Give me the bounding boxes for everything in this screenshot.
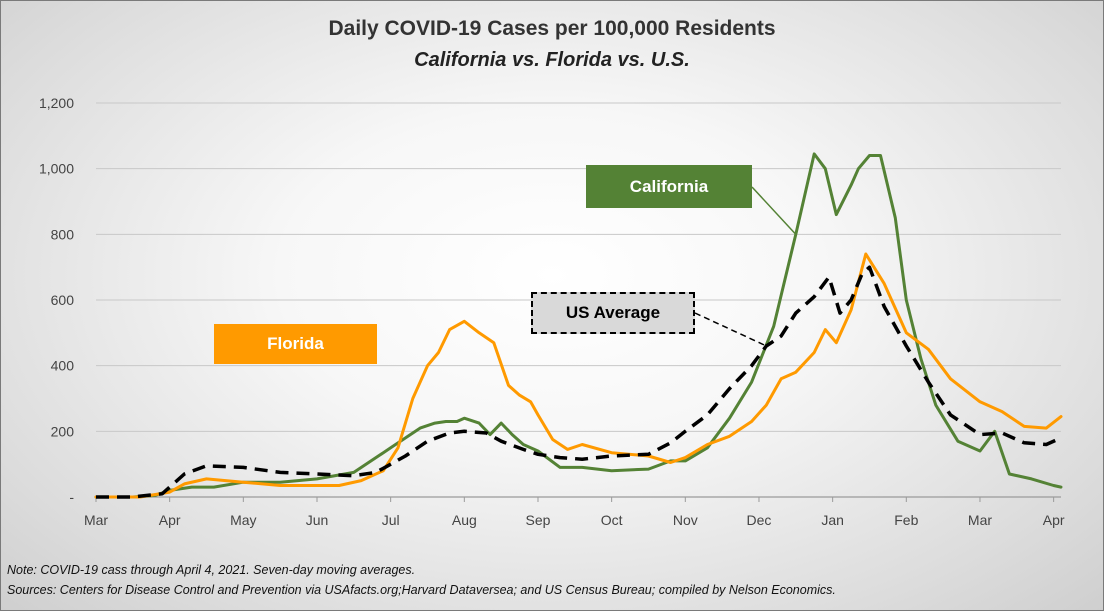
x-tick-label: May <box>230 512 256 528</box>
x-tick-label: Apr <box>159 512 181 528</box>
x-tick-label: Dec <box>747 512 772 528</box>
y-tick-label: 1,200 <box>39 95 74 111</box>
x-tick-label: Jan <box>821 512 844 528</box>
x-tick-label: Oct <box>601 512 623 528</box>
y-tick-label: 400 <box>51 358 75 374</box>
callout-us-average: US Average <box>531 292 695 334</box>
y-tick-label: 800 <box>51 226 75 242</box>
x-tick-label: Mar <box>968 512 992 528</box>
chart-note: Note: COVID-19 cass through April 4, 202… <box>7 563 416 577</box>
callout-leader-california <box>751 186 797 235</box>
chart-title: Daily COVID-19 Cases per 100,000 Residen… <box>328 17 776 40</box>
y-tick-label: 200 <box>51 423 75 439</box>
y-tick-label: 1,000 <box>39 161 74 177</box>
y-tick-label: 600 <box>51 292 75 308</box>
callout-california: California <box>586 165 752 208</box>
chart-subtitle: California vs. Florida vs. U.S. <box>414 49 690 71</box>
x-tick-label: Sep <box>526 512 551 528</box>
chart-sources: Sources: Centers for Disease Control and… <box>7 583 836 597</box>
x-tick-label: Feb <box>894 512 918 528</box>
x-tick-label: Mar <box>84 512 108 528</box>
x-tick-label: Jun <box>306 512 329 528</box>
callout-florida: Florida <box>214 324 377 364</box>
series-line-us <box>96 265 1062 499</box>
x-tick-label: Aug <box>452 512 477 528</box>
x-tick-label: Nov <box>673 512 698 528</box>
x-tick-label: Apr <box>1043 512 1065 528</box>
x-tick-label: Jul <box>382 512 400 528</box>
callout-leader-us <box>694 312 767 347</box>
series-line-florida <box>94 252 1063 499</box>
y-tick-label: - <box>69 489 74 505</box>
